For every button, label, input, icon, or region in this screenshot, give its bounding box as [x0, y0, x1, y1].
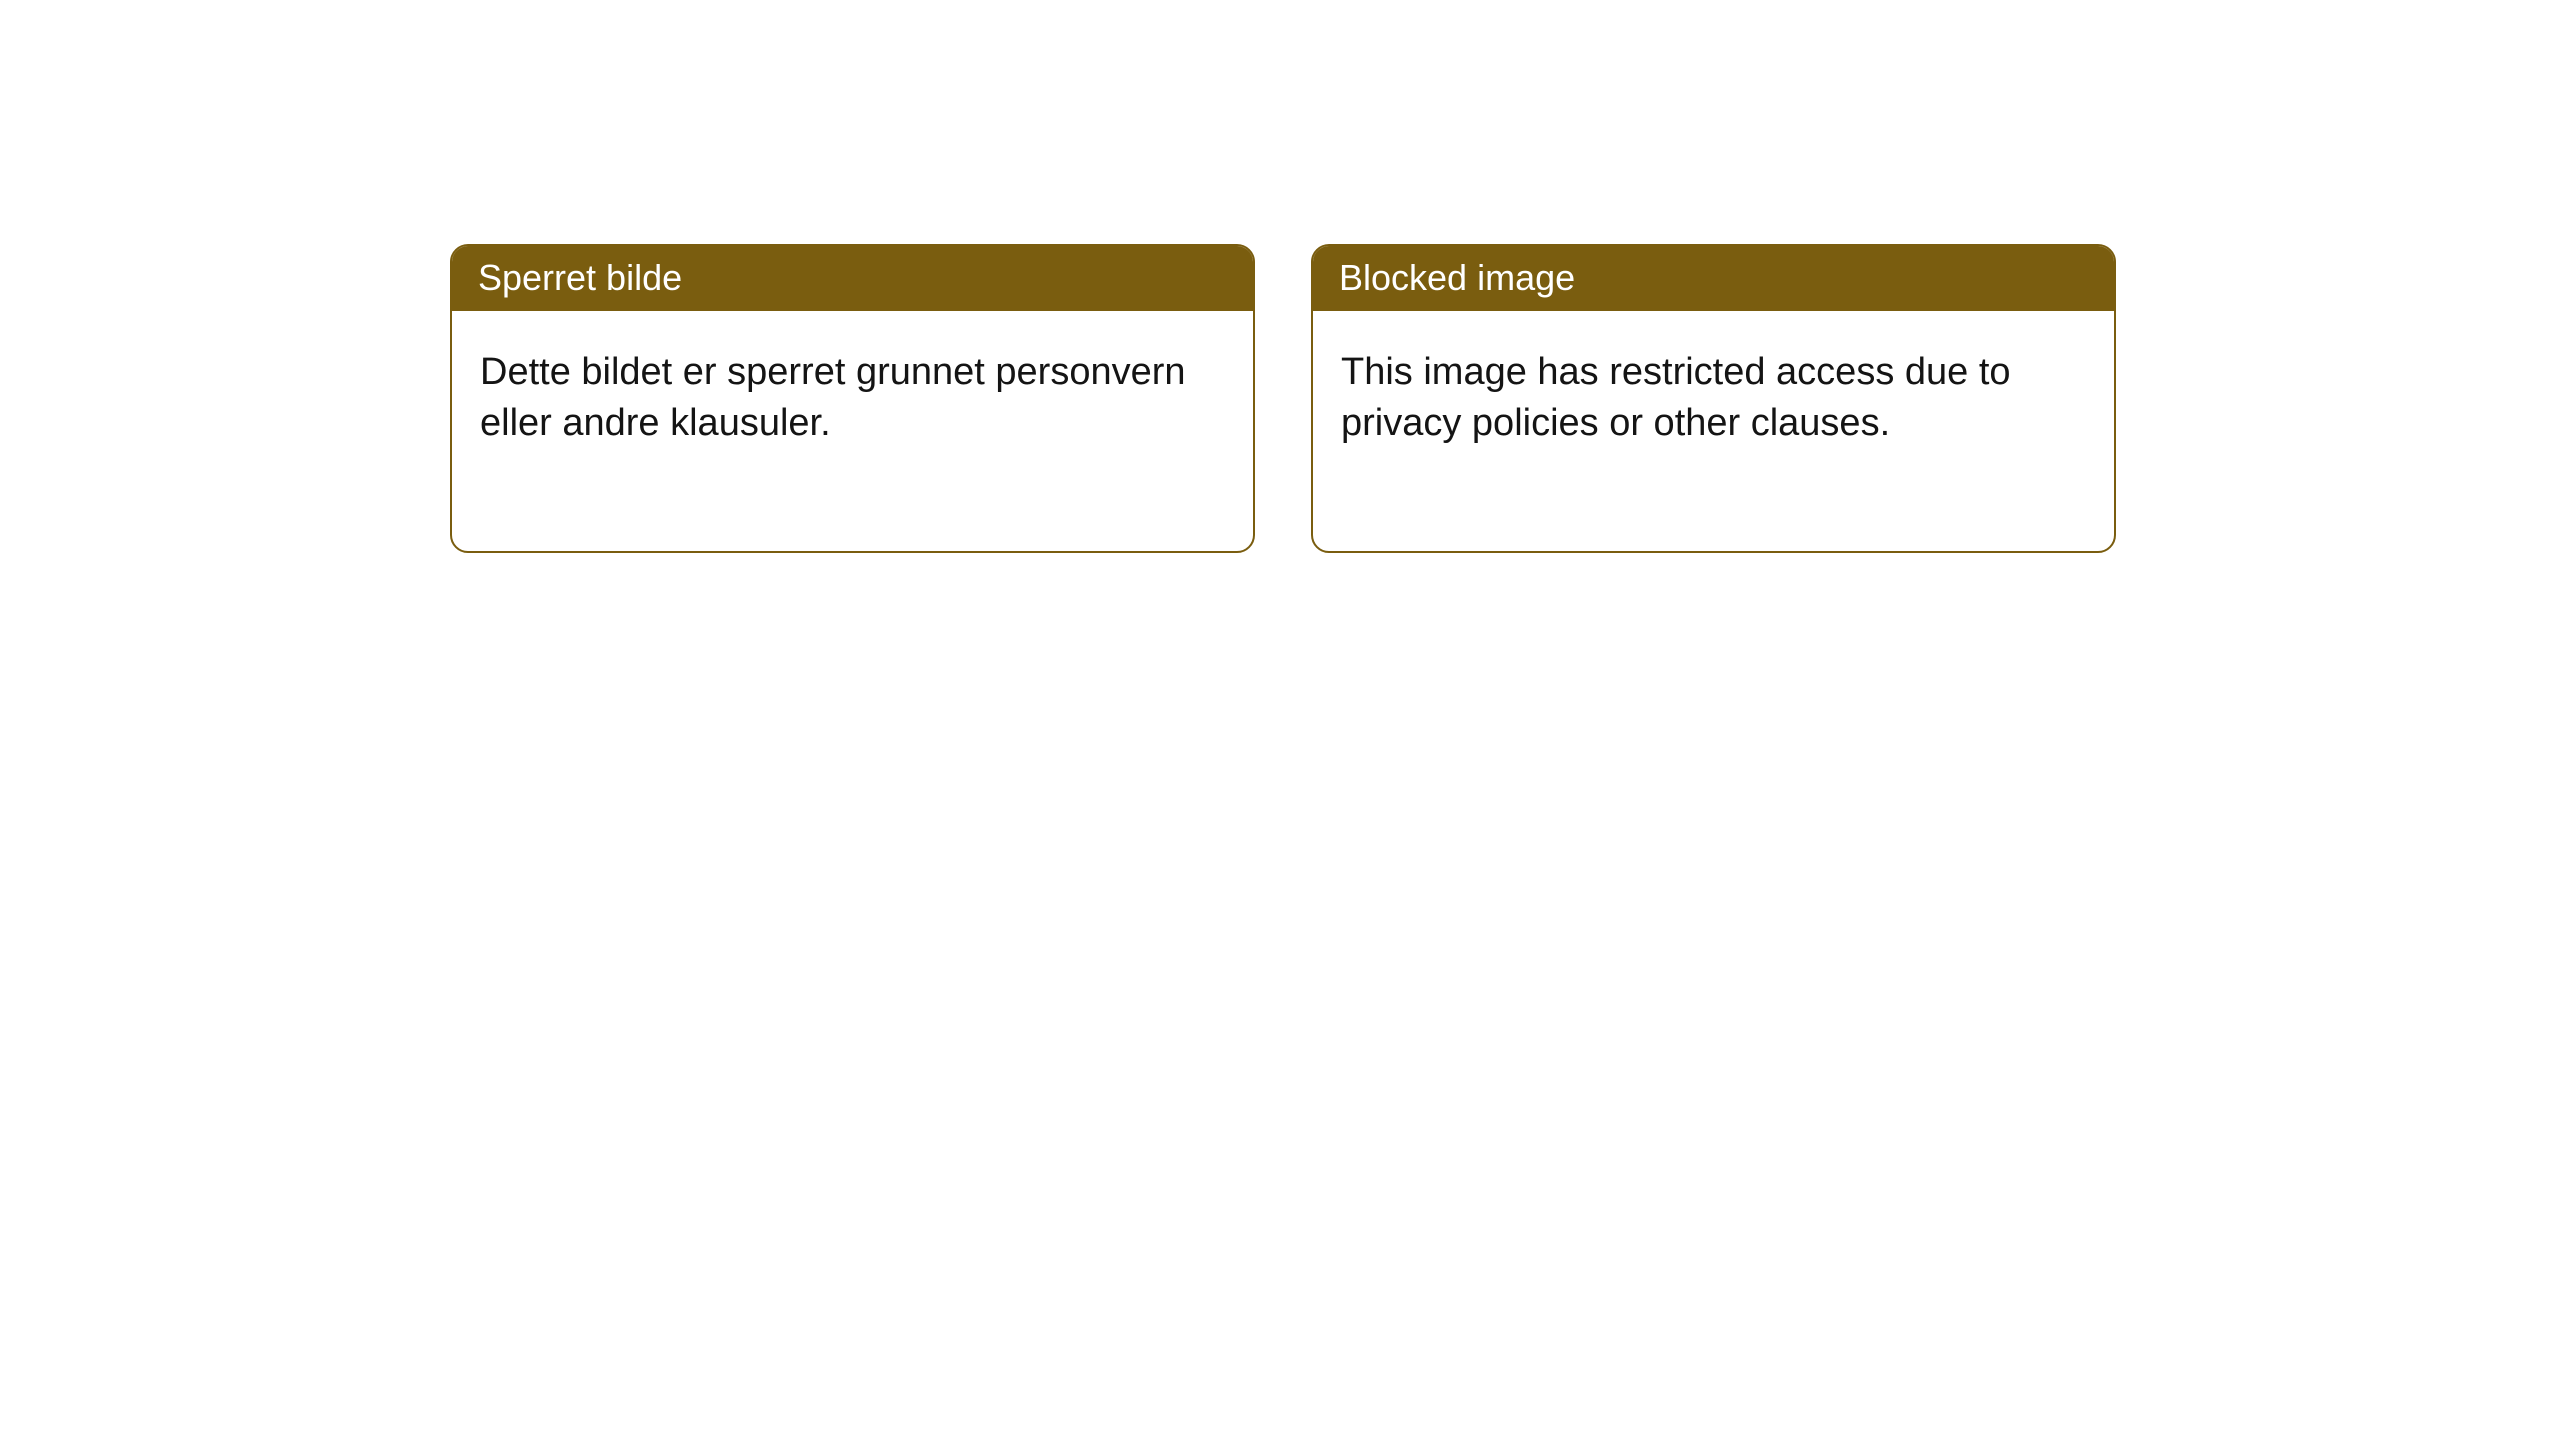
notice-container: Sperret bilde Dette bildet er sperret gr…	[0, 0, 2560, 553]
notice-body-norwegian: Dette bildet er sperret grunnet personve…	[452, 311, 1253, 551]
notice-body-english: This image has restricted access due to …	[1313, 311, 2114, 551]
notice-box-english: Blocked image This image has restricted …	[1311, 244, 2116, 553]
notice-box-norwegian: Sperret bilde Dette bildet er sperret gr…	[450, 244, 1255, 553]
notice-header-norwegian: Sperret bilde	[452, 246, 1253, 311]
notice-header-english: Blocked image	[1313, 246, 2114, 311]
